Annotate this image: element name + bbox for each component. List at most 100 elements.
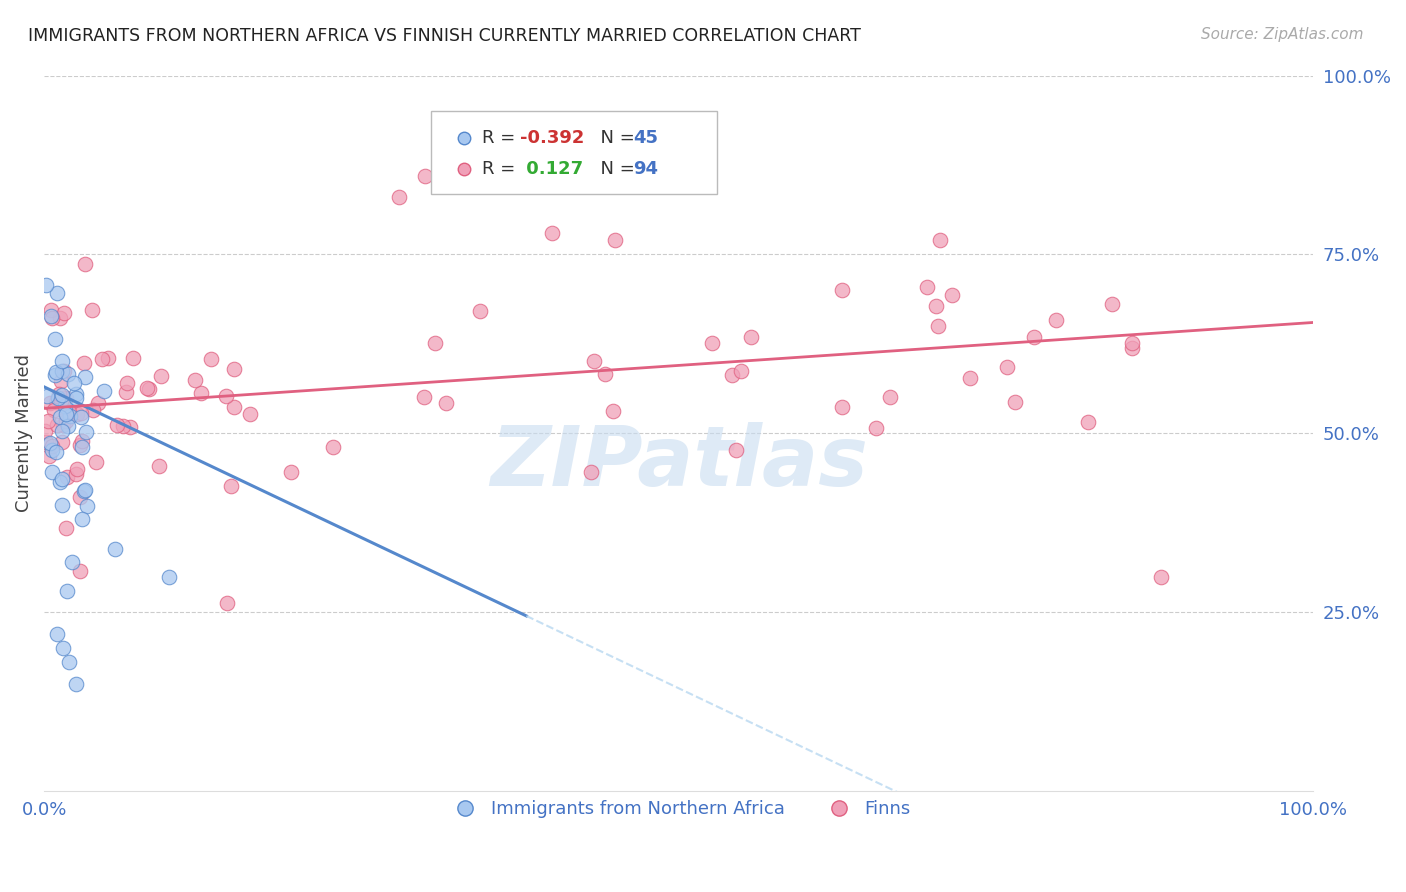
Point bbox=[200, 352, 222, 367]
Point bbox=[41, 310, 63, 325]
Point bbox=[70, 406, 93, 420]
Point bbox=[1024, 330, 1046, 344]
Text: 0.127: 0.127 bbox=[520, 161, 583, 178]
Point bbox=[73, 484, 96, 499]
Point bbox=[55, 521, 77, 535]
Point bbox=[44, 368, 66, 382]
Point bbox=[322, 440, 344, 454]
Point bbox=[41, 302, 63, 317]
Point bbox=[45, 365, 67, 379]
Point bbox=[159, 569, 181, 583]
Point bbox=[69, 490, 91, 504]
Point bbox=[52, 392, 75, 406]
Text: R =: R = bbox=[482, 161, 522, 178]
Point bbox=[959, 370, 981, 384]
Point bbox=[224, 401, 246, 415]
Point bbox=[51, 424, 73, 438]
Text: R =: R = bbox=[482, 128, 522, 146]
Point bbox=[740, 330, 762, 344]
Point bbox=[150, 369, 173, 384]
Point bbox=[122, 351, 145, 365]
Point bbox=[69, 438, 91, 452]
Point bbox=[138, 383, 160, 397]
Point bbox=[49, 311, 72, 326]
Point bbox=[55, 391, 77, 405]
Point bbox=[468, 303, 491, 318]
Point bbox=[721, 368, 744, 382]
Point bbox=[928, 233, 950, 247]
Point bbox=[73, 369, 96, 384]
Point bbox=[82, 303, 104, 318]
Text: N =: N = bbox=[589, 161, 640, 178]
Point bbox=[93, 384, 115, 398]
Point bbox=[51, 472, 73, 486]
Point bbox=[35, 277, 58, 292]
Point bbox=[239, 407, 262, 421]
Text: -0.392: -0.392 bbox=[520, 128, 585, 146]
Point bbox=[55, 409, 77, 423]
Point bbox=[540, 226, 562, 240]
Point bbox=[44, 402, 66, 417]
Point bbox=[52, 417, 75, 432]
Text: 45: 45 bbox=[633, 128, 658, 146]
Point bbox=[73, 483, 96, 497]
Point bbox=[831, 283, 853, 297]
Point bbox=[58, 405, 80, 419]
Point bbox=[65, 467, 87, 481]
Point bbox=[425, 336, 447, 351]
Point bbox=[184, 372, 207, 386]
Point bbox=[1077, 415, 1099, 429]
Point bbox=[53, 400, 76, 414]
Text: 94: 94 bbox=[633, 161, 658, 178]
Point bbox=[605, 233, 627, 247]
Point bbox=[52, 306, 75, 320]
Point bbox=[41, 442, 63, 457]
Point bbox=[58, 409, 80, 423]
Point bbox=[51, 353, 73, 368]
Point bbox=[1101, 297, 1123, 311]
Point bbox=[51, 435, 73, 450]
Point bbox=[73, 257, 96, 271]
Point bbox=[118, 420, 141, 434]
Point bbox=[388, 190, 411, 204]
Point bbox=[46, 417, 69, 432]
Point bbox=[65, 391, 87, 405]
Point bbox=[76, 499, 98, 513]
Point bbox=[56, 583, 79, 598]
Point bbox=[38, 449, 60, 463]
Point bbox=[70, 512, 93, 526]
Point bbox=[52, 641, 75, 656]
Point bbox=[55, 408, 77, 422]
Point bbox=[44, 332, 66, 346]
Point bbox=[39, 396, 62, 410]
Point bbox=[280, 465, 302, 479]
Point bbox=[72, 434, 94, 448]
Point bbox=[37, 414, 59, 428]
Point bbox=[55, 414, 77, 428]
Point bbox=[51, 374, 73, 388]
Point bbox=[55, 470, 77, 484]
Point bbox=[941, 287, 963, 301]
Point bbox=[45, 445, 67, 459]
Point bbox=[45, 627, 67, 641]
Point bbox=[111, 418, 134, 433]
Point bbox=[69, 564, 91, 578]
Point bbox=[66, 407, 89, 421]
Point bbox=[82, 402, 104, 417]
Point bbox=[63, 376, 86, 390]
Point bbox=[58, 656, 80, 670]
Point bbox=[46, 285, 69, 300]
Point bbox=[65, 677, 87, 691]
Point bbox=[1121, 341, 1143, 355]
Point bbox=[879, 390, 901, 404]
Point bbox=[915, 280, 938, 294]
Point bbox=[37, 389, 59, 403]
Point bbox=[117, 376, 139, 390]
Point bbox=[224, 362, 246, 376]
Point bbox=[51, 388, 73, 402]
Point bbox=[49, 475, 72, 489]
Point bbox=[69, 409, 91, 424]
Point bbox=[56, 368, 79, 382]
Point bbox=[73, 356, 96, 370]
Point bbox=[86, 455, 108, 469]
